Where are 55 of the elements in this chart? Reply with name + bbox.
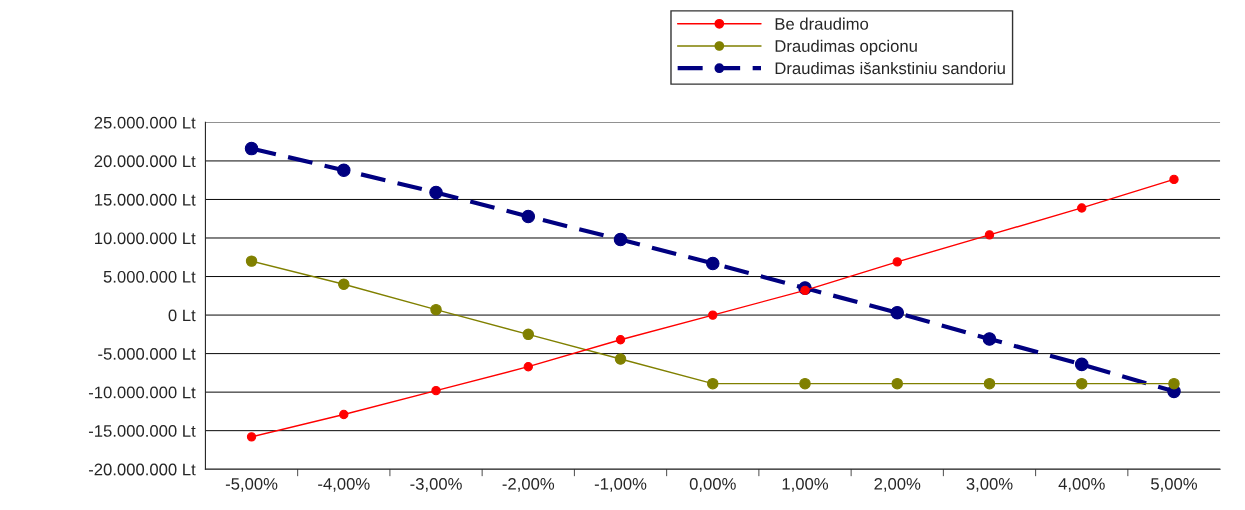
- y-tick-label: 10.000.000 Lt: [95, 232, 196, 245]
- point: [429, 185, 443, 200]
- x-tick-label: 3,00%: [966, 477, 1013, 492]
- x-tick-label: -3,00%: [410, 477, 462, 492]
- point: [522, 328, 534, 341]
- point: [983, 377, 996, 390]
- point: [708, 310, 718, 320]
- y-tick-label: 25.000.000 Lt: [94, 116, 196, 129]
- y-tick-label: -10.000.000 Lt: [88, 386, 196, 399]
- point: [1074, 357, 1089, 372]
- legend-label: Draudimas opcionu: [775, 39, 917, 56]
- x-tick-label: 2,00%: [874, 477, 921, 492]
- point: [1169, 174, 1179, 185]
- point: [338, 278, 350, 290]
- point: [984, 230, 995, 240]
- point: [431, 385, 441, 396]
- point: [521, 209, 536, 224]
- point: [615, 335, 626, 345]
- y-tick-label: 0 Lt: [168, 309, 196, 322]
- point: [890, 305, 905, 320]
- x-tick-label: -5,00%: [225, 477, 278, 492]
- point: [982, 332, 997, 346]
- y-tick-label: -20.000.000 Lt: [88, 463, 196, 476]
- x-tick-label: -1,00%: [594, 477, 647, 492]
- y-tick-label: 5.000.000 Lt: [103, 270, 196, 283]
- point: [799, 377, 811, 390]
- x-tick-label: 0,00%: [689, 477, 736, 492]
- point: [339, 409, 349, 420]
- point: [1077, 203, 1087, 213]
- y-tick-label: 15.000.000 Lt: [95, 193, 196, 206]
- point: [1076, 377, 1088, 390]
- point: [337, 163, 351, 177]
- legend-label: Be draudimo: [775, 17, 869, 30]
- point: [707, 377, 719, 390]
- x-tick-label: 1,00%: [782, 477, 829, 492]
- point: [523, 362, 533, 372]
- point: [800, 285, 810, 296]
- point: [245, 255, 258, 267]
- point: [614, 353, 627, 365]
- point: [1168, 377, 1180, 390]
- y-tick-label: -15.000.000 Lt: [88, 425, 196, 437]
- point: [891, 377, 903, 390]
- point: [246, 432, 257, 442]
- y-tick-label: 20.000.000 Lt: [94, 155, 196, 168]
- point: [892, 257, 902, 267]
- y-tick-label: -5.000.000 Lt: [98, 348, 196, 360]
- point: [613, 232, 628, 247]
- point: [430, 303, 442, 316]
- x-tick-label: -2,00%: [502, 477, 555, 492]
- x-tick-label: 5,00%: [1151, 477, 1198, 492]
- x-tick-label: -4,00%: [318, 477, 370, 492]
- legend-label: Draudimas išankstiniu sandoriu: [775, 61, 1005, 75]
- x-tick-label: 4,00%: [1058, 477, 1105, 492]
- point: [705, 256, 720, 271]
- point: [244, 141, 259, 156]
